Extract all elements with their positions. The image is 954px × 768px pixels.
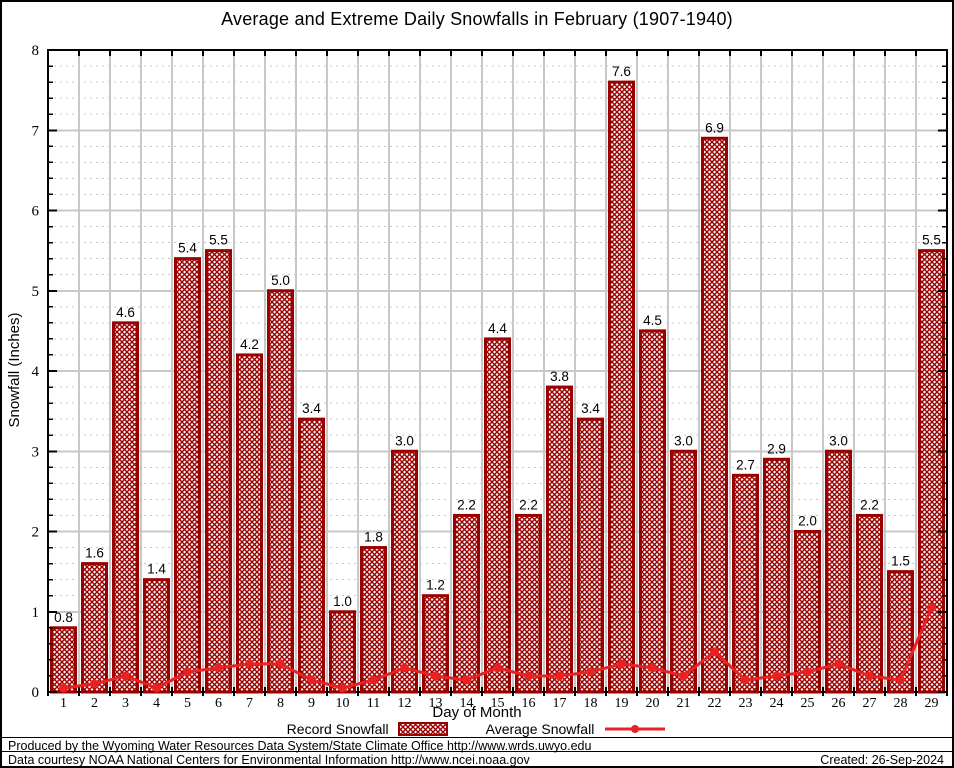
svg-text:5.4: 5.4 xyxy=(178,241,197,256)
x-tick-labels: 1 2 3 4 5 6 7 8 9 10 11 12 13 14 15 16 17 18 19 20 21 22 23 24 2… xyxy=(60,696,939,711)
svg-text:4.2: 4.2 xyxy=(240,337,259,352)
footer-divider-bottom xyxy=(2,751,952,752)
svg-text:28: 28 xyxy=(894,696,908,711)
created-date: Created: 26-Sep-2024 xyxy=(820,753,944,767)
footer-produced-by: Produced by the Wyoming Water Resources … xyxy=(8,739,592,753)
svg-text:1.5: 1.5 xyxy=(891,554,910,569)
svg-text:2: 2 xyxy=(91,696,98,711)
svg-text:20: 20 xyxy=(646,696,660,711)
svg-text:25: 25 xyxy=(801,696,815,711)
svg-text:3: 3 xyxy=(32,444,40,460)
svg-text:1.2: 1.2 xyxy=(426,578,445,593)
svg-text:3.4: 3.4 xyxy=(302,401,321,416)
svg-text:11: 11 xyxy=(367,696,380,711)
axis-ticks xyxy=(47,49,948,696)
svg-text:14: 14 xyxy=(460,696,474,711)
svg-text:3.4: 3.4 xyxy=(581,401,600,416)
svg-text:2.0: 2.0 xyxy=(798,514,817,529)
svg-text:26: 26 xyxy=(832,696,846,711)
svg-text:4: 4 xyxy=(32,364,40,380)
svg-text:7: 7 xyxy=(246,696,253,711)
svg-text:0: 0 xyxy=(32,685,40,701)
svg-text:6: 6 xyxy=(32,204,40,220)
chart-legend: Record Snowfall Average Snowfall xyxy=(2,721,952,737)
svg-text:3.8: 3.8 xyxy=(550,369,569,384)
svg-text:9: 9 xyxy=(308,696,315,711)
svg-text:2.2: 2.2 xyxy=(519,497,538,512)
svg-text:15: 15 xyxy=(491,696,505,711)
svg-text:3.0: 3.0 xyxy=(674,433,693,448)
average-snowfall-line-icon xyxy=(605,725,666,733)
svg-text:8: 8 xyxy=(277,696,284,711)
y-tick-labels: 0 1 2 3 4 5 6 7 8 xyxy=(32,43,40,701)
svg-text:7.6: 7.6 xyxy=(612,64,631,79)
svg-text:16: 16 xyxy=(522,696,536,711)
svg-text:1.4: 1.4 xyxy=(147,562,166,577)
legend-record-label: Record Snowfall xyxy=(286,721,389,737)
svg-text:5: 5 xyxy=(32,284,40,300)
average-snowfall-line xyxy=(59,603,936,693)
record-snowfall-swatch-icon xyxy=(397,722,448,736)
svg-text:5: 5 xyxy=(184,696,191,711)
svg-text:7: 7 xyxy=(32,123,40,139)
footer-divider-top xyxy=(2,737,952,738)
svg-text:6.9: 6.9 xyxy=(705,120,724,135)
svg-text:2.2: 2.2 xyxy=(457,497,476,512)
y-axis-label: Snowfall (Inches) xyxy=(6,312,23,428)
svg-text:1.0: 1.0 xyxy=(333,594,352,609)
svg-text:2.7: 2.7 xyxy=(736,457,755,472)
svg-text:5.0: 5.0 xyxy=(271,273,290,288)
x-axis-label: Day of Month xyxy=(432,704,522,721)
svg-text:27: 27 xyxy=(863,696,877,711)
svg-text:1: 1 xyxy=(60,696,67,711)
svg-text:1: 1 xyxy=(32,605,40,621)
svg-text:4: 4 xyxy=(153,696,160,711)
svg-text:6: 6 xyxy=(215,696,222,711)
svg-text:2.2: 2.2 xyxy=(860,497,879,512)
svg-text:13: 13 xyxy=(429,696,443,711)
bar-value-labels: 0.8 1.6 4.6 1.4 5.4 5.5 4.2 5.0 3.4 1.0 1.8 3.0 1.2 2… xyxy=(54,64,941,625)
svg-text:4.4: 4.4 xyxy=(488,321,507,336)
svg-text:0.8: 0.8 xyxy=(54,610,73,625)
record-snowfall-bars xyxy=(50,80,945,694)
svg-text:1.6: 1.6 xyxy=(85,546,104,561)
footer-data-courtesy: Data courtesy NOAA National Centers for … xyxy=(8,753,530,767)
chart-title: Average and Extreme Daily Snowfalls in F… xyxy=(221,9,733,29)
svg-text:12: 12 xyxy=(398,696,412,711)
legend-record-snowfall: Record Snowfall xyxy=(287,721,448,737)
svg-text:24: 24 xyxy=(770,696,784,711)
svg-text:5.5: 5.5 xyxy=(922,233,941,248)
svg-text:2: 2 xyxy=(32,525,40,541)
svg-text:17: 17 xyxy=(553,696,567,711)
svg-text:29: 29 xyxy=(925,696,939,711)
svg-text:3.0: 3.0 xyxy=(829,433,848,448)
snowfall-chart: 0.8 1.6 4.6 1.4 5.4 5.5 4.2 5.0 3.4 1.0 1.8 3.0 1.2 2… xyxy=(32,43,948,711)
svg-text:22: 22 xyxy=(708,696,722,711)
svg-text:1.8: 1.8 xyxy=(364,530,383,545)
svg-text:5.5: 5.5 xyxy=(209,233,228,248)
svg-text:2.9: 2.9 xyxy=(767,441,786,456)
svg-text:23: 23 xyxy=(739,696,753,711)
svg-text:3: 3 xyxy=(122,696,129,711)
svg-text:10: 10 xyxy=(336,696,350,711)
svg-text:19: 19 xyxy=(615,696,629,711)
svg-text:4.5: 4.5 xyxy=(643,313,662,328)
legend-average-snowfall: Average Snowfall xyxy=(486,721,668,737)
svg-text:3.0: 3.0 xyxy=(395,433,414,448)
svg-text:21: 21 xyxy=(677,696,691,711)
svg-text:8: 8 xyxy=(32,43,40,59)
svg-text:18: 18 xyxy=(584,696,598,711)
legend-average-label: Average Snowfall xyxy=(485,721,595,737)
svg-text:4.6: 4.6 xyxy=(116,305,135,320)
